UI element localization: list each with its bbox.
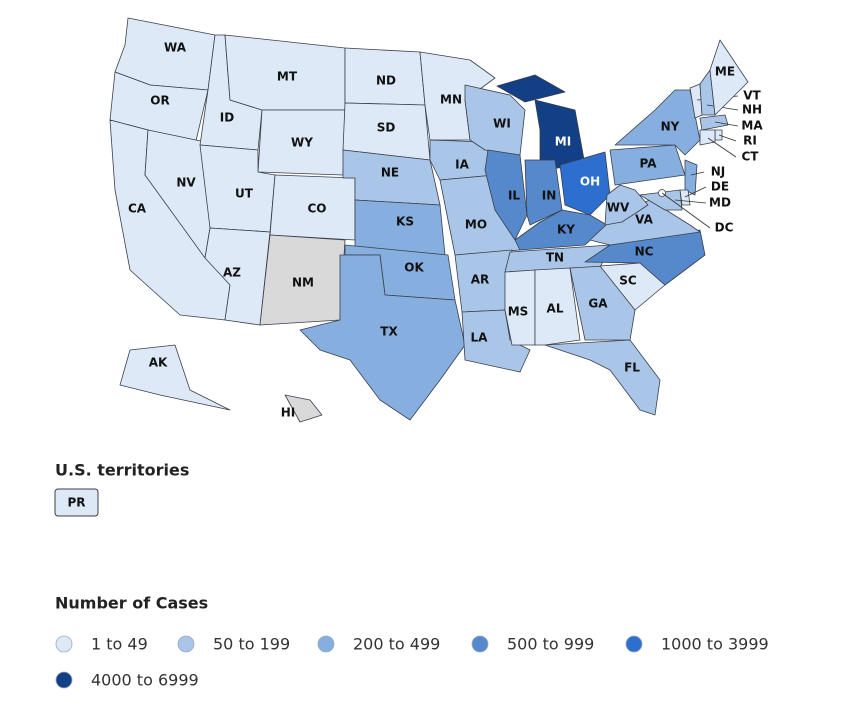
state-label: RI <box>743 134 757 148</box>
leader-line <box>714 121 739 127</box>
state-label: MD <box>709 196 731 210</box>
leader-line <box>684 186 707 198</box>
state-label: ID <box>220 111 234 125</box>
state-label: SD <box>377 121 396 135</box>
state-label: CA <box>128 202 147 216</box>
legend-swatch <box>177 635 195 653</box>
legend-swatch <box>317 635 335 653</box>
state-shape <box>544 339 661 416</box>
state-label: MA <box>741 119 763 133</box>
us-map: WA OR CA NV ID MT WY UT AZ CO NM ND SD NE KS OK TX MN IA MO… <box>109 17 763 423</box>
state-label: IA <box>455 158 469 172</box>
state-label: WI <box>493 117 511 131</box>
state-label: SC <box>619 274 637 288</box>
state-label: HI <box>281 406 296 420</box>
state-label: NM <box>292 276 314 290</box>
state-shape <box>709 39 749 116</box>
leader-line <box>707 137 737 158</box>
state-shape <box>504 269 536 346</box>
state-label: FL <box>624 361 640 375</box>
state-label: NJ <box>711 165 726 179</box>
state-shape <box>569 265 636 341</box>
state-shape <box>299 254 466 421</box>
state-label: ND <box>376 74 396 88</box>
state-label: KY <box>557 223 575 237</box>
state-label: OR <box>150 94 169 108</box>
legend-title: Number of Cases <box>55 594 208 613</box>
state-label: AK <box>149 356 168 370</box>
state-label: VT <box>743 89 761 103</box>
state-label: NC <box>635 245 654 259</box>
state-label: IN <box>542 189 557 203</box>
state-label: WY <box>291 136 313 150</box>
leader-line <box>661 192 711 229</box>
territory-box <box>54 488 99 517</box>
state-label: MN <box>440 93 462 107</box>
state-shape <box>639 189 683 211</box>
state-label: NE <box>381 166 399 180</box>
state-label: IL <box>508 189 520 203</box>
state-label: WA <box>164 41 187 55</box>
state-label: MI <box>555 135 571 149</box>
state-label: CT <box>742 150 760 164</box>
state-label: KS <box>396 215 414 229</box>
state-label: TN <box>546 251 564 265</box>
state-label: LA <box>471 331 489 345</box>
state-label: NY <box>661 120 680 134</box>
state-shape <box>699 114 729 131</box>
state-shape <box>614 89 701 156</box>
state-label: DC <box>715 221 734 235</box>
state-label: GA <box>588 297 608 311</box>
leader-line <box>690 171 705 176</box>
state-label: VA <box>635 213 653 227</box>
state-shape <box>604 184 649 226</box>
legend-swatch <box>625 635 643 653</box>
legend-swatch <box>55 635 73 653</box>
state-label: AZ <box>223 266 241 280</box>
legend: 1 to 49 50 to 199 200 to 499 500 to 999 1000… <box>55 635 769 690</box>
leader-line <box>674 199 707 204</box>
state-label: AR <box>471 273 490 287</box>
territory-label: PR <box>67 496 85 510</box>
territories-title: U.S. territories <box>55 461 189 480</box>
state-label: TX <box>380 325 398 339</box>
state-shape <box>534 267 581 346</box>
state-shape <box>684 159 698 196</box>
state-label: ME <box>715 65 735 79</box>
state-label: WV <box>607 201 630 215</box>
legend-label: 4000 to 6999 <box>91 671 199 690</box>
state-label: NH <box>742 103 762 117</box>
legend-label: 500 to 999 <box>507 635 594 654</box>
state-label: OK <box>404 261 424 275</box>
state-shape <box>559 151 611 216</box>
state-label: MT <box>277 70 298 84</box>
state-shape <box>699 129 716 146</box>
legend-label: 1000 to 3999 <box>661 635 769 654</box>
state-label: CO <box>307 202 326 216</box>
state-label: OH <box>580 175 600 189</box>
state-label: MO <box>465 218 487 232</box>
legend-label: 50 to 199 <box>213 635 290 654</box>
state-shape <box>524 159 563 226</box>
territories: PR <box>54 488 99 517</box>
legend-swatch <box>55 671 73 689</box>
state-label: PA <box>640 157 658 171</box>
state-shape <box>284 394 323 423</box>
legend-label: 200 to 499 <box>353 635 440 654</box>
state-shape <box>514 209 608 251</box>
state-label: AL <box>547 302 564 316</box>
state-label: UT <box>235 187 254 201</box>
leader-line <box>718 134 737 142</box>
state-label: MS <box>508 305 529 319</box>
state-shape <box>496 74 566 103</box>
state-shape <box>119 344 231 411</box>
state-shape <box>714 129 723 141</box>
legend-label: 1 to 49 <box>91 635 148 654</box>
state-label: DE <box>711 180 729 194</box>
legend-swatch <box>471 635 489 653</box>
state-label: NV <box>176 176 196 190</box>
